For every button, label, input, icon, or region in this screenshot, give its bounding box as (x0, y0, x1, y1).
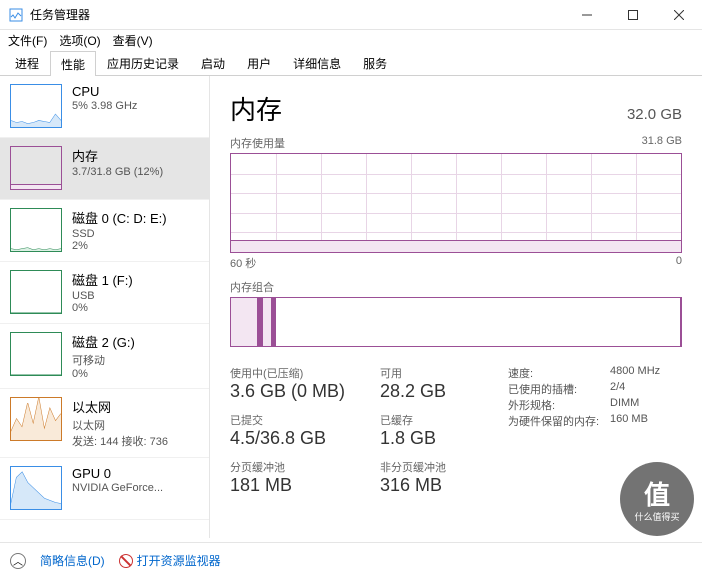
app-icon (8, 7, 24, 23)
window-title: 任务管理器 (30, 6, 564, 23)
memory-composition-chart (230, 297, 682, 347)
sidebar-item-title: GPU 0 (72, 466, 163, 481)
stats-grid: 使用中(已压缩)3.6 GB (0 MB)可用28.2 GB已提交4.5/36.… (230, 365, 500, 496)
brief-info-link[interactable]: 简略信息(D) (40, 552, 105, 569)
sidebar-item-title: CPU (72, 84, 137, 99)
titlebar: 任务管理器 (0, 0, 702, 30)
footer: ︿ 简略信息(D) 打开资源监视器 (0, 542, 702, 578)
gpu0-thumb (10, 466, 62, 510)
sidebar-item-title: 内存 (72, 146, 163, 165)
tabs: 进程性能应用历史记录启动用户详细信息服务 (0, 50, 702, 76)
main-panel: 内存 32.0 GB 内存使用量 31.8 GB 60 秒 0 内存组合 使用中… (210, 76, 702, 538)
menu-view[interactable]: 查看(V) (113, 32, 153, 49)
disk2-thumb (10, 332, 62, 376)
detail-row: 为硬件保留的内存:160 MB (508, 413, 660, 429)
ethernet-thumb (10, 397, 62, 441)
stat-cell: 已提交4.5/36.8 GB (230, 412, 380, 449)
disk0-thumb (10, 208, 62, 252)
sidebar-item-title: 以太网 (72, 397, 168, 416)
sidebar-item-title: 磁盘 1 (F:) (72, 270, 133, 289)
open-resmon-link[interactable]: 打开资源监视器 (137, 552, 221, 569)
sidebar-item-gpu0[interactable]: GPU 0NVIDIA GeForce... (0, 458, 209, 520)
stat-value: 3.6 GB (0 MB) (230, 381, 380, 402)
sidebar-item-sub: USB (72, 290, 133, 302)
tab-服务[interactable]: 服务 (352, 50, 398, 75)
page-title: 内存 (230, 90, 282, 127)
chart2-label: 内存组合 (230, 279, 274, 295)
stat-cell: 可用28.2 GB (380, 365, 500, 402)
menubar: 文件(F) 选项(O) 查看(V) (0, 30, 702, 50)
stat-label: 已缓存 (380, 412, 500, 428)
sidebar-item-disk2[interactable]: 磁盘 2 (G:)可移动0% (0, 324, 209, 389)
chevron-up-icon[interactable]: ︿ (10, 553, 26, 569)
tab-性能[interactable]: 性能 (50, 51, 96, 76)
sidebar-item-sub: NVIDIA GeForce... (72, 482, 163, 494)
sidebar-item-disk0[interactable]: 磁盘 0 (C: D: E:)SSD2% (0, 200, 209, 262)
memory-usage-chart (230, 153, 682, 253)
memory-thumb (10, 146, 62, 190)
stat-cell: 使用中(已压缩)3.6 GB (0 MB) (230, 365, 380, 402)
tab-启动[interactable]: 启动 (190, 50, 236, 75)
stat-value: 316 MB (380, 475, 500, 496)
minimize-button[interactable] (564, 0, 610, 30)
sidebar-item-sub: 以太网 (72, 417, 168, 433)
stat-label: 使用中(已压缩) (230, 365, 380, 381)
stat-label: 分页缓冲池 (230, 459, 380, 475)
axis-right: 0 (676, 255, 682, 271)
sidebar-item-title: 磁盘 0 (C: D: E:) (72, 208, 167, 227)
stat-cell: 非分页缓冲池316 MB (380, 459, 500, 496)
tab-进程[interactable]: 进程 (4, 50, 50, 75)
tab-详细信息[interactable]: 详细信息 (282, 50, 352, 75)
sidebar-item-sub: 5% 3.98 GHz (72, 100, 137, 112)
stat-value: 1.8 GB (380, 428, 500, 449)
stat-value: 181 MB (230, 475, 380, 496)
stat-label: 非分页缓冲池 (380, 459, 500, 475)
cpu-thumb (10, 84, 62, 128)
disk1-thumb (10, 270, 62, 314)
stat-value: 28.2 GB (380, 381, 500, 402)
stat-value: 4.5/36.8 GB (230, 428, 380, 449)
stat-label: 可用 (380, 365, 500, 381)
watermark: 值 什么值得买 (620, 462, 694, 536)
axis-left: 60 秒 (230, 255, 256, 271)
tab-应用历史记录[interactable]: 应用历史记录 (96, 50, 190, 75)
detail-row: 外形规格:DIMM (508, 397, 660, 413)
menu-options[interactable]: 选项(O) (59, 32, 100, 49)
sidebar-item-sub: SSD (72, 228, 167, 240)
close-button[interactable] (656, 0, 702, 30)
sidebar-item-disk1[interactable]: 磁盘 1 (F:)USB0% (0, 262, 209, 324)
sidebar-item-sub: 3.7/31.8 GB (12%) (72, 166, 163, 178)
sidebar-item-title: 磁盘 2 (G:) (72, 332, 135, 351)
sidebar-item-sub: 可移动 (72, 352, 135, 368)
sidebar-item-ethernet[interactable]: 以太网以太网发送: 144 接收: 736 (0, 389, 209, 458)
sidebar-item-memory[interactable]: 内存3.7/31.8 GB (12%) (0, 138, 209, 200)
menu-file[interactable]: 文件(F) (8, 32, 47, 49)
capacity-label: 32.0 GB (627, 106, 682, 123)
stat-cell: 分页缓冲池181 MB (230, 459, 380, 496)
chart1-label: 内存使用量 (230, 135, 285, 151)
sidebar: CPU5% 3.98 GHz内存3.7/31.8 GB (12%)磁盘 0 (C… (0, 76, 210, 538)
tab-用户[interactable]: 用户 (236, 50, 282, 75)
resmon-icon (119, 554, 133, 568)
stat-cell: 已缓存1.8 GB (380, 412, 500, 449)
stat-label: 已提交 (230, 412, 380, 428)
chart1-max: 31.8 GB (642, 135, 682, 151)
detail-row: 速度:4800 MHz (508, 365, 660, 381)
detail-row: 已使用的插槽:2/4 (508, 381, 660, 397)
maximize-button[interactable] (610, 0, 656, 30)
sidebar-item-cpu[interactable]: CPU5% 3.98 GHz (0, 76, 209, 138)
